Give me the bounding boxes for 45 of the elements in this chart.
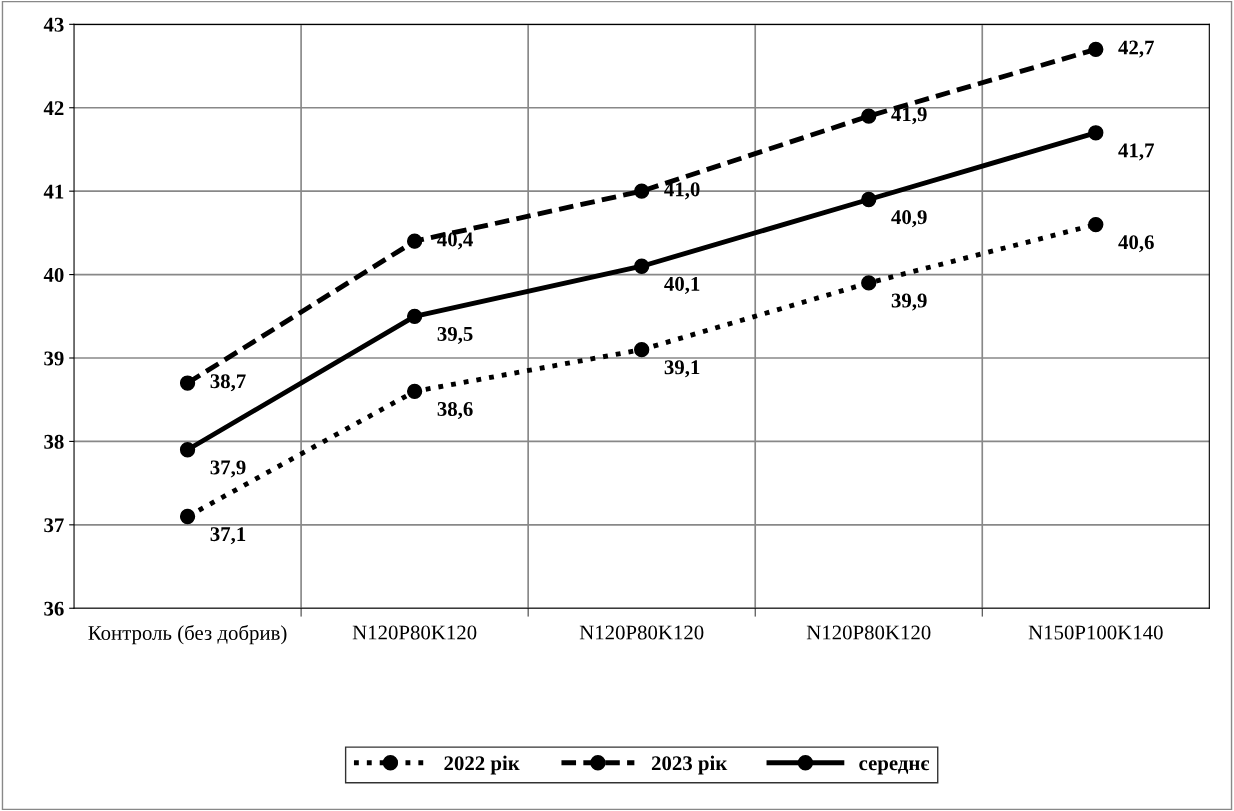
x-tick-label: N120P80K120 [806, 625, 931, 640]
point [861, 191, 877, 208]
data-label: 39,9 [891, 293, 927, 311]
y-tick-label: 37 [44, 518, 64, 533]
legend-label: 2022 рік [444, 755, 520, 775]
data-label: 37,9 [210, 460, 246, 478]
data-label: 41,7 [1118, 143, 1154, 161]
point [634, 183, 650, 199]
data-label: 42,7 [1118, 40, 1154, 58]
data-label: 40,1 [664, 276, 700, 294]
point [634, 342, 650, 358]
x-tick-label: N150P100K140 [1028, 625, 1163, 640]
data-label: 40,9 [891, 210, 927, 228]
y-tick-label: 39 [44, 351, 64, 366]
legend-label: 2023 рік [651, 755, 728, 775]
point [1088, 125, 1104, 141]
data-label: 40,6 [1118, 235, 1154, 253]
data-label: 41,9 [891, 107, 927, 125]
y-tick-label: 43 [43, 17, 64, 32]
point [179, 442, 196, 458]
y-tick-label: 36 [44, 601, 64, 616]
y-tick-label: 41 [43, 184, 64, 199]
point [179, 375, 196, 391]
point [179, 508, 196, 525]
point [406, 308, 423, 324]
data-label: 39,5 [437, 326, 473, 344]
y-tick-label: 38 [44, 434, 64, 449]
point [1088, 216, 1104, 233]
point [634, 258, 650, 274]
data-label: 38,6 [437, 401, 473, 420]
point [861, 275, 877, 291]
x-tick-label: Контроль (без добрив) [88, 624, 287, 645]
data-label: 41,0 [664, 182, 700, 200]
point [861, 108, 877, 124]
x-tick-label: N120P80K120 [579, 625, 704, 640]
y-tick-label: 42 [43, 101, 64, 115]
legend-label: середнє [859, 760, 930, 775]
y-tick-label: 40 [43, 267, 64, 283]
data-label: 38,7 [210, 374, 246, 392]
point [406, 233, 423, 249]
data-label: 39,1 [664, 360, 700, 378]
x-tick-label: N120P80K120 [352, 625, 477, 640]
data-label: 37,1 [210, 527, 246, 545]
point [406, 383, 423, 400]
point [1088, 41, 1104, 57]
